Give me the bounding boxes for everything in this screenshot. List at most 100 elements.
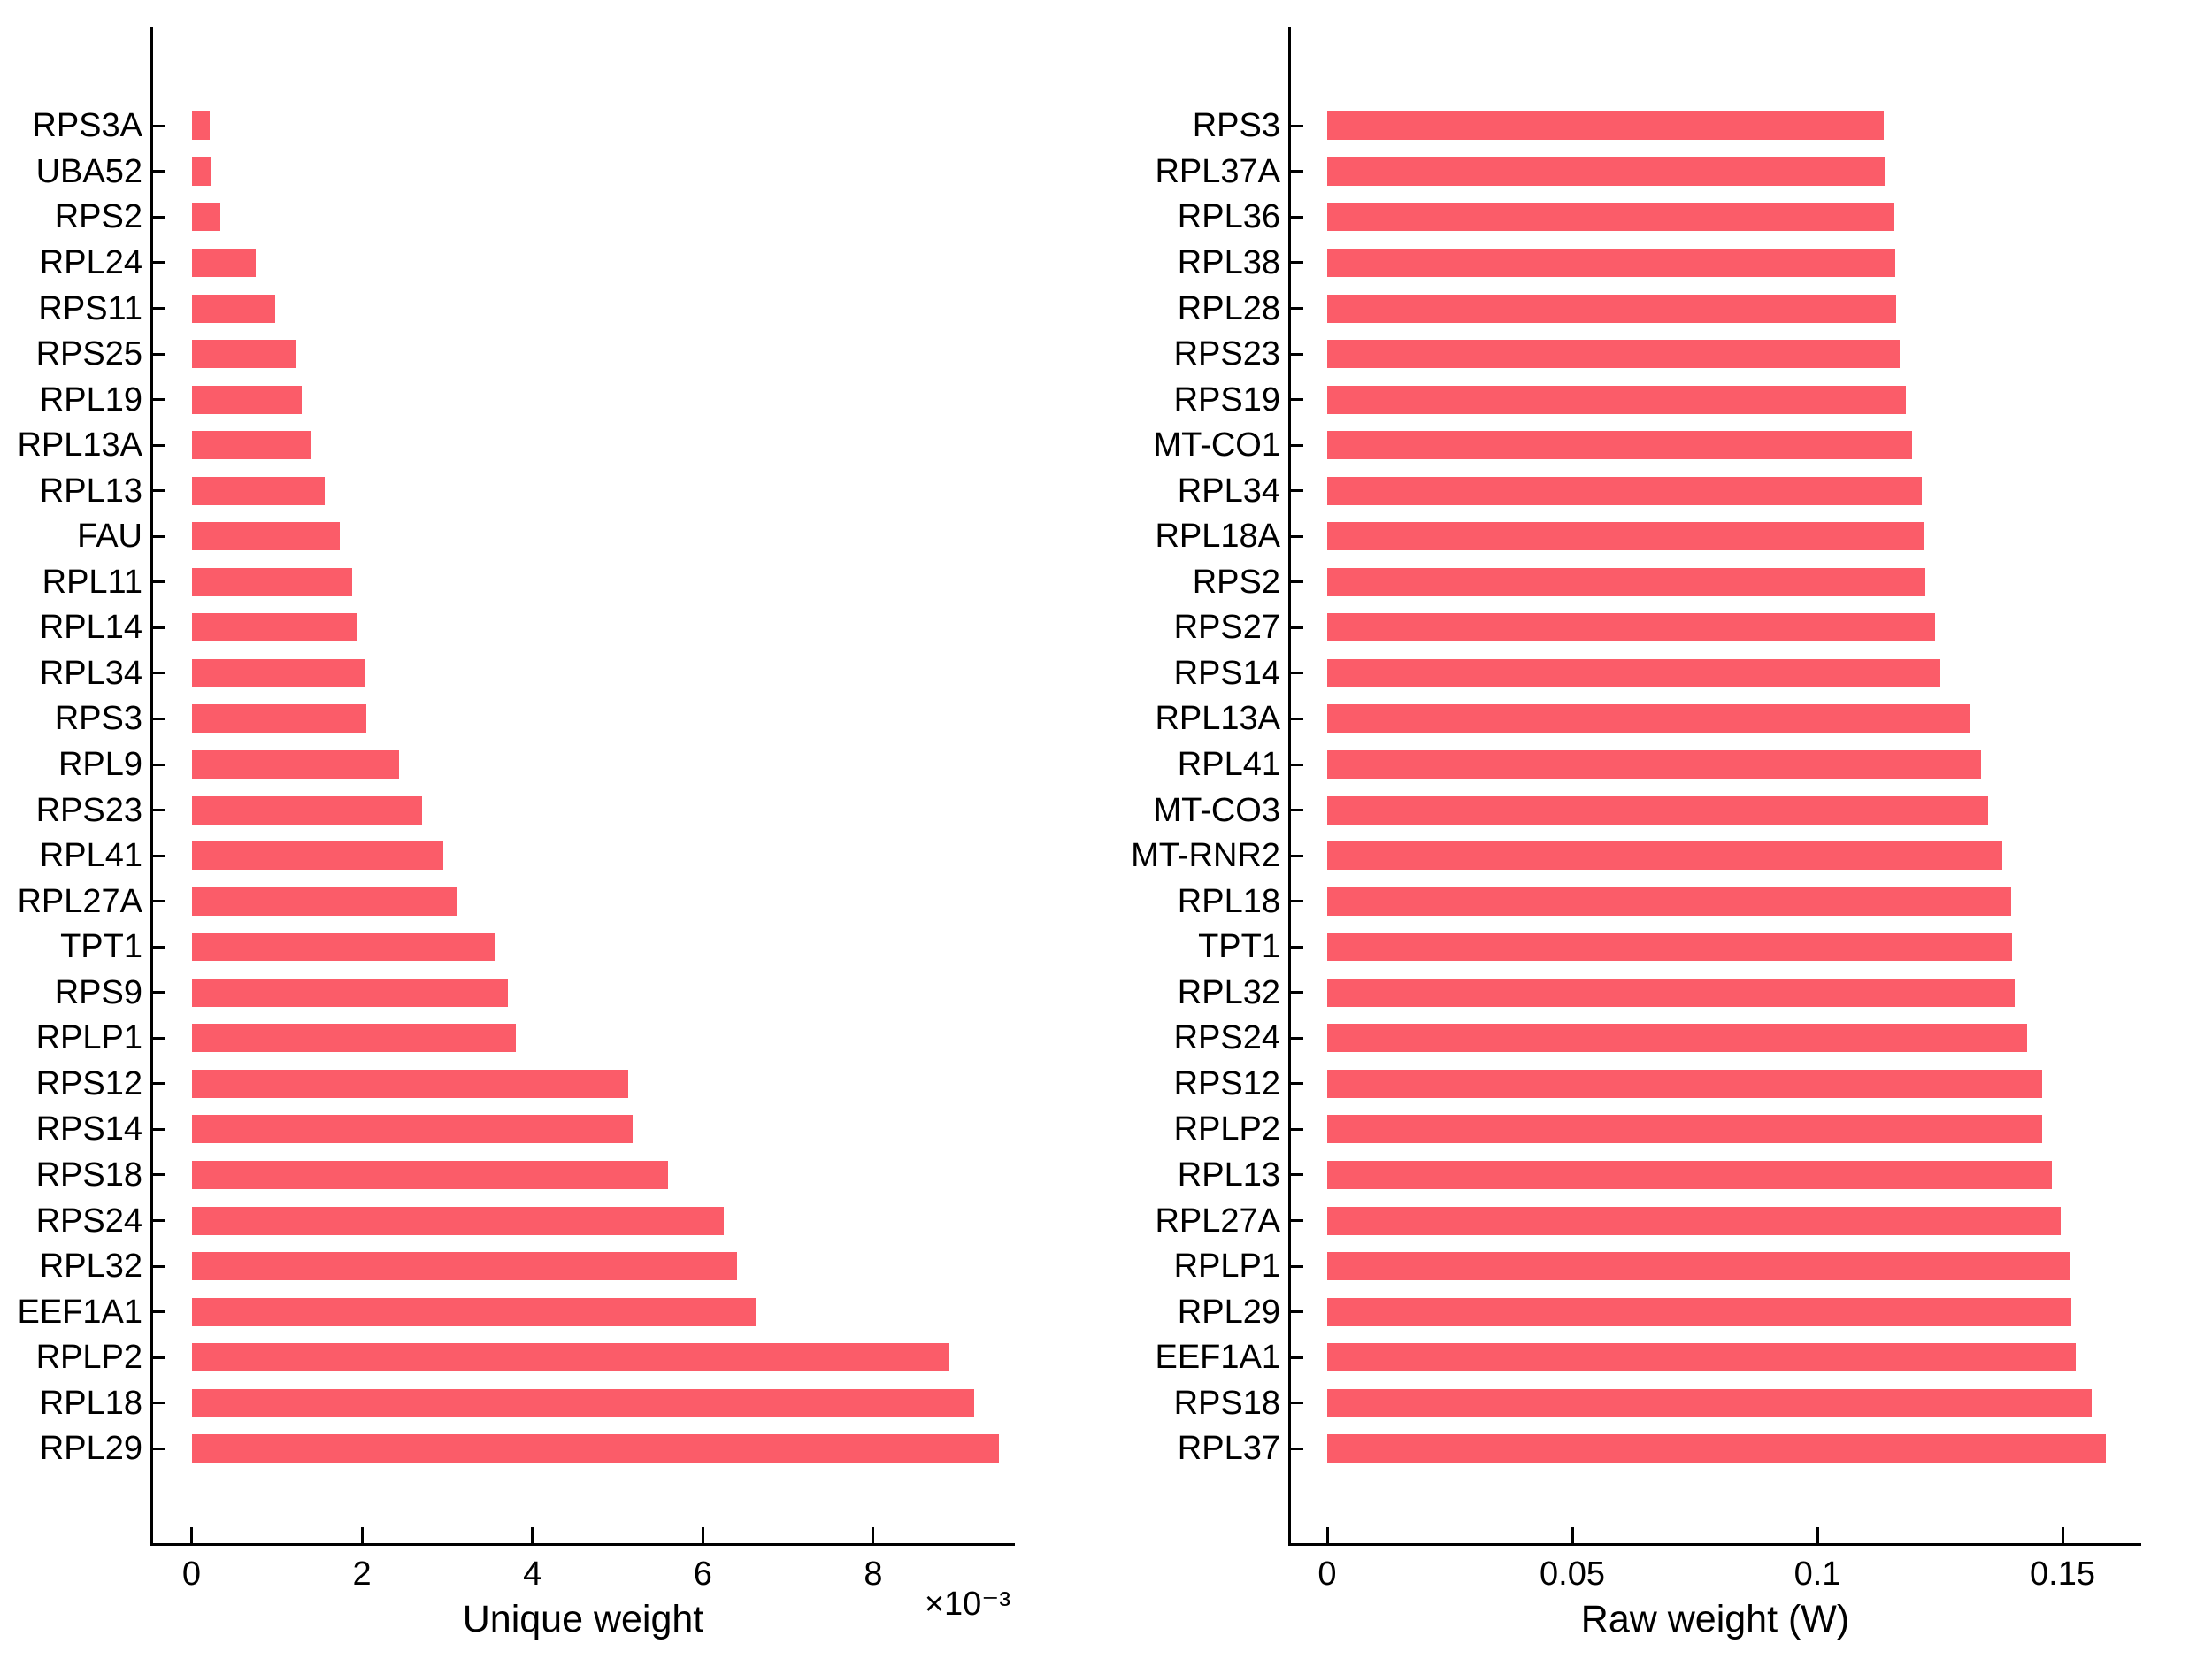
bar — [1327, 248, 1895, 277]
bar — [1327, 567, 1926, 596]
y-tick — [1289, 945, 1303, 949]
category-label: RPL18A — [1155, 518, 1280, 556]
category-label: UBA52 — [35, 152, 142, 190]
category-label: MT-RNR2 — [1131, 837, 1280, 875]
y-tick — [151, 1264, 165, 1268]
bar — [1327, 1434, 2106, 1463]
y-tick — [151, 900, 165, 903]
bar — [1327, 658, 1941, 687]
bar — [191, 933, 495, 962]
category-label: RPL32 — [39, 1248, 142, 1286]
bar — [1327, 1115, 2043, 1144]
x-tick — [531, 1527, 534, 1543]
y-tick — [1289, 261, 1303, 265]
bar — [1327, 933, 2013, 962]
y-tick — [1289, 1402, 1303, 1405]
category-label: RPL38 — [1177, 243, 1280, 281]
bar — [191, 750, 399, 779]
y-tick — [151, 1082, 165, 1086]
y-tick — [151, 170, 165, 173]
x-tick-label: 8 — [864, 1555, 883, 1593]
bar — [1327, 157, 1885, 186]
bar — [191, 1252, 737, 1281]
y-axis-spine — [150, 27, 153, 1546]
category-label: RPL19 — [39, 380, 142, 419]
category-label: RPS14 — [35, 1110, 142, 1148]
bar — [191, 111, 210, 141]
x-tick — [1325, 1527, 1329, 1543]
x-tick-label: 0.05 — [1540, 1555, 1605, 1593]
bar — [191, 340, 296, 369]
y-tick — [1289, 534, 1303, 538]
y-tick — [1289, 1264, 1303, 1268]
category-label: RPS12 — [35, 1064, 142, 1102]
bar — [191, 658, 365, 687]
y-tick — [151, 261, 165, 265]
x-tick — [872, 1527, 875, 1543]
category-label: RPLP1 — [1173, 1248, 1280, 1286]
x-axis-label: Unique weight — [462, 1598, 704, 1640]
bar — [191, 1434, 1000, 1463]
category-label: RPL24 — [39, 243, 142, 281]
x-tick-label: 6 — [693, 1555, 712, 1593]
category-label: RPS25 — [35, 335, 142, 373]
bar — [1327, 1069, 2042, 1098]
bar — [1327, 1206, 2062, 1235]
y-tick — [1289, 307, 1303, 310]
category-label: RPS27 — [1173, 609, 1280, 647]
bar — [191, 613, 358, 642]
y-tick — [1289, 763, 1303, 766]
bar — [1327, 1252, 2070, 1281]
category-label: RPL34 — [39, 654, 142, 692]
bar — [1327, 294, 1896, 323]
y-tick — [151, 1402, 165, 1405]
y-tick — [151, 1356, 165, 1359]
y-tick — [1289, 1036, 1303, 1040]
category-label: RPL41 — [1177, 746, 1280, 783]
y-tick — [151, 854, 165, 857]
bar — [191, 431, 312, 460]
category-label: RPS18 — [35, 1156, 142, 1194]
x-tick-label: 2 — [352, 1555, 372, 1593]
category-label: RPL34 — [1177, 472, 1280, 510]
bar — [191, 1069, 628, 1098]
bar — [1327, 795, 1988, 825]
bar — [191, 522, 341, 551]
category-label: MT-CO3 — [1153, 791, 1280, 829]
category-label: RPS14 — [1173, 654, 1280, 692]
category-label: RPS18 — [1173, 1384, 1280, 1422]
y-axis-spine — [1288, 27, 1291, 1546]
bar — [1327, 613, 1935, 642]
bar — [1327, 887, 2011, 916]
category-label: RPS23 — [35, 791, 142, 829]
y-tick — [151, 489, 165, 493]
category-label: TPT1 — [1198, 928, 1280, 966]
y-tick — [1289, 170, 1303, 173]
category-label: RPL18 — [1177, 882, 1280, 920]
bar — [191, 1024, 517, 1053]
y-tick — [151, 1219, 165, 1222]
y-tick — [151, 945, 165, 949]
category-label: RPS19 — [1173, 380, 1280, 419]
bar — [191, 1206, 725, 1235]
category-label: RPL27A — [1155, 1202, 1280, 1240]
x-tick-label: 0.15 — [2030, 1555, 2095, 1593]
x-tick — [360, 1527, 364, 1543]
y-tick — [1289, 352, 1303, 356]
bar — [191, 203, 221, 232]
y-tick — [151, 626, 165, 629]
y-tick — [1289, 1447, 1303, 1450]
category-label: RPS3A — [32, 107, 142, 145]
y-tick — [151, 763, 165, 766]
y-tick — [151, 1310, 165, 1314]
x-axis-line — [1289, 1543, 2141, 1546]
y-tick — [151, 534, 165, 538]
category-label: RPL29 — [39, 1430, 142, 1468]
x-axis-label: Raw weight (W) — [1580, 1598, 1850, 1640]
category-label: RPS11 — [38, 289, 142, 327]
category-label: RPLP2 — [35, 1339, 142, 1377]
x-tick-label: 0.1 — [1793, 1555, 1841, 1593]
bar — [191, 294, 275, 323]
